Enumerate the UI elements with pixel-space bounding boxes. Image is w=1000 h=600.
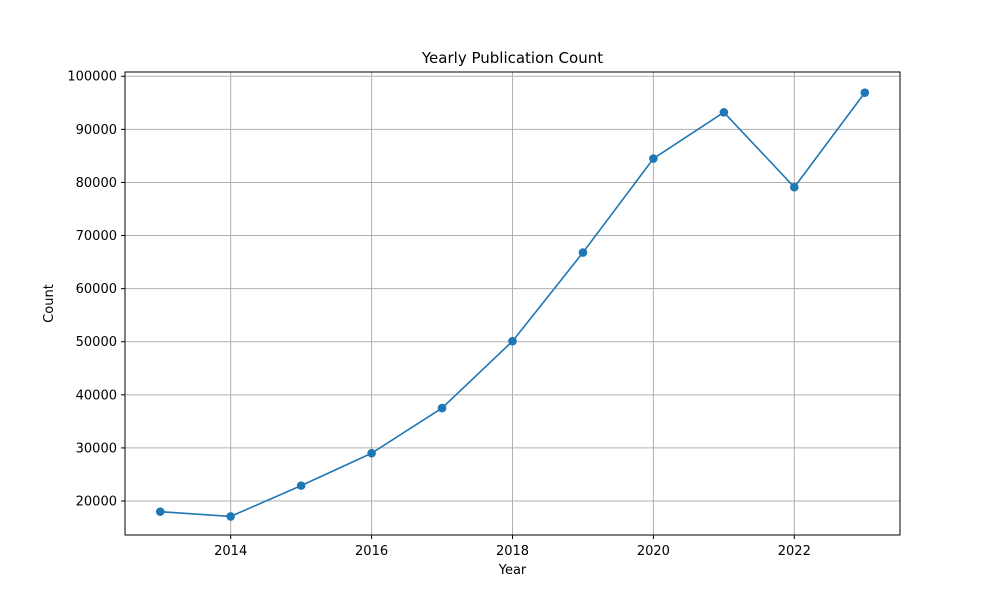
y-tick-label: 30000 xyxy=(76,441,117,456)
data-point xyxy=(860,88,870,98)
data-point xyxy=(578,248,588,257)
series xyxy=(155,88,870,521)
x-tick-label: 2016 xyxy=(355,544,388,559)
y-tick-label: 40000 xyxy=(76,388,117,403)
y-tick-label: 20000 xyxy=(76,495,117,510)
data-point xyxy=(649,154,658,163)
y-tick-label: 100000 xyxy=(67,70,117,85)
y-tick-label: 90000 xyxy=(76,123,117,138)
grid xyxy=(125,72,900,535)
data-point xyxy=(155,507,165,516)
data-point xyxy=(508,336,517,346)
x-tick-label: 2020 xyxy=(637,544,670,559)
y-tick-label: 50000 xyxy=(76,335,117,350)
x-tick-label: 2014 xyxy=(214,544,247,559)
data-point xyxy=(719,108,729,117)
x-axis-label: Year xyxy=(498,563,527,578)
data-point xyxy=(226,512,235,521)
y-tick-label: 70000 xyxy=(76,229,117,244)
x-tick-label: 2022 xyxy=(778,544,811,559)
y-tick-label: 60000 xyxy=(76,282,117,297)
data-point xyxy=(367,448,376,458)
data-point xyxy=(437,403,447,413)
x-tick-label: 2018 xyxy=(496,544,529,559)
chart-title: Yearly Publication Count xyxy=(421,49,603,67)
data-point xyxy=(296,481,306,490)
y-axis-label: Count xyxy=(42,284,57,323)
y-tick-label: 80000 xyxy=(76,176,117,191)
ticks: 2014 2016 2018 2020 2022 20000 30000 40000 50000… xyxy=(67,70,811,559)
data-point xyxy=(790,182,799,192)
